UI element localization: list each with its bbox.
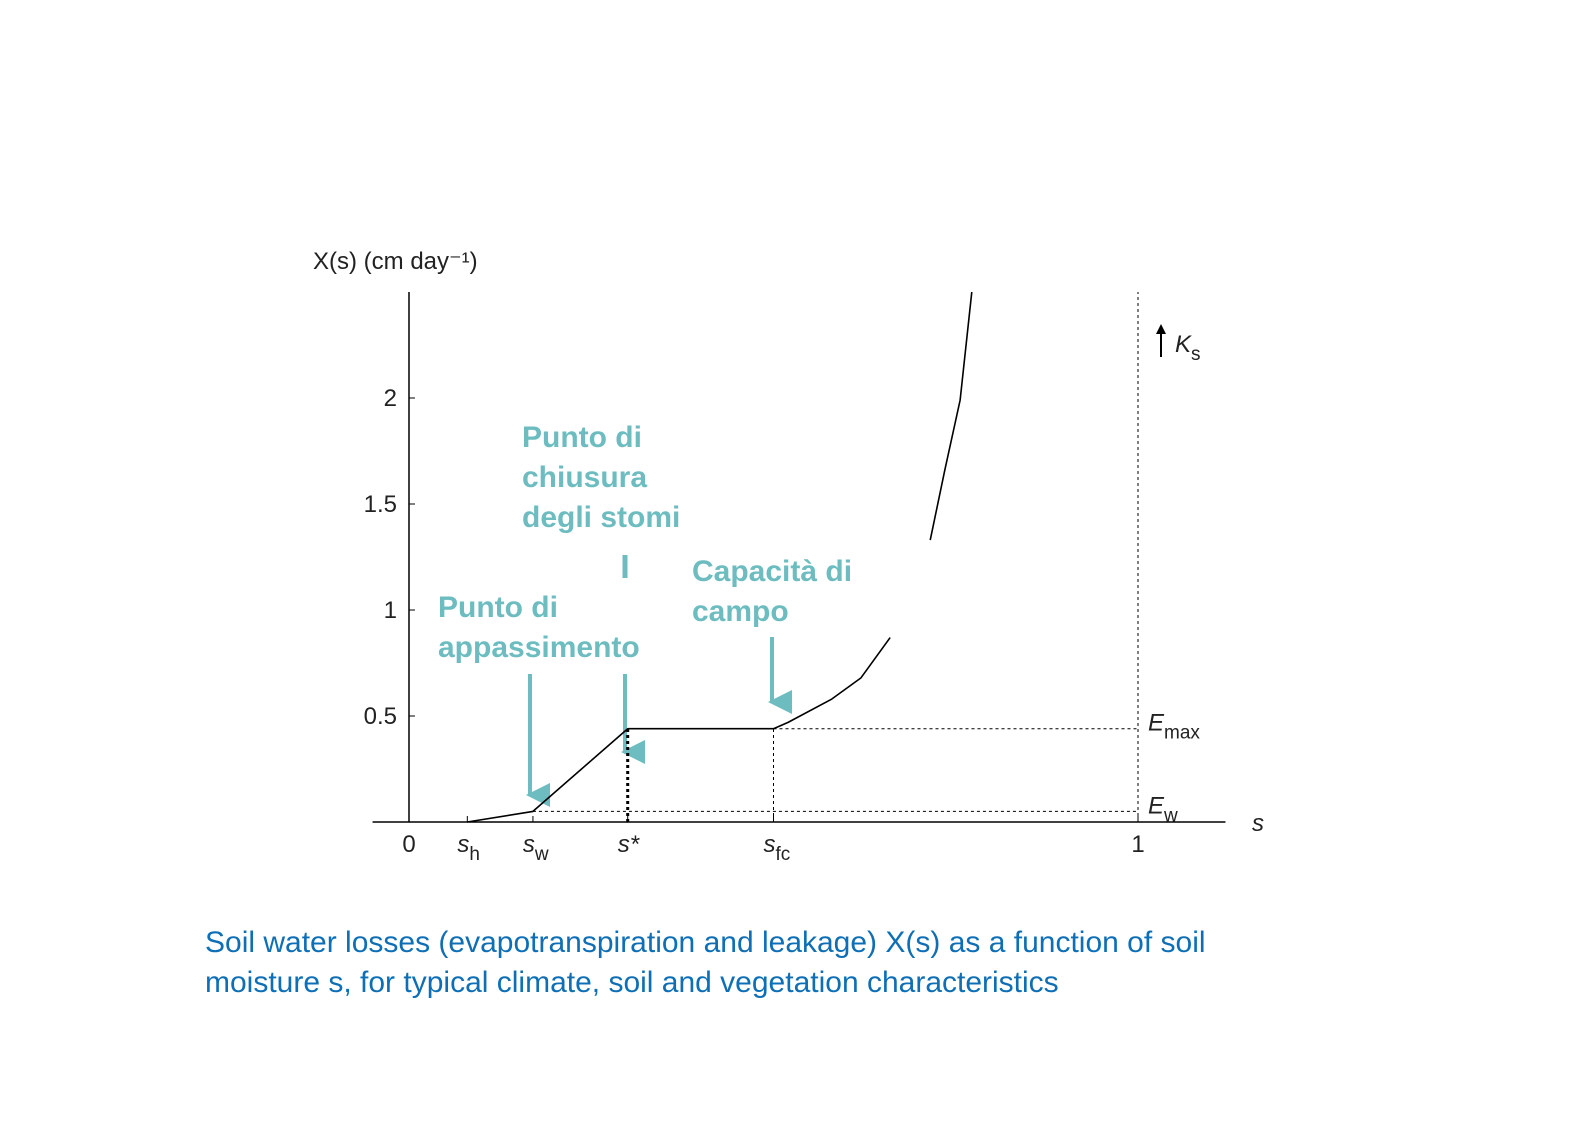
label: s* — [618, 831, 640, 858]
label-subscript: w — [534, 844, 549, 865]
x-axis-label: s — [1252, 810, 1264, 837]
y-axis-label: X(s) (cm day⁻¹) — [313, 248, 478, 275]
label: Ks — [1175, 331, 1201, 365]
data-line — [467, 291, 973, 823]
annotation: Punto di chiusura degli stomi — [522, 421, 680, 534]
label-text: E — [1148, 792, 1165, 819]
y-tick-label: 1.5 — [364, 491, 397, 518]
y-tick-label: 0.5 — [364, 703, 397, 730]
label-subscript: fc — [776, 844, 791, 865]
annotation: Capacità di campo — [692, 555, 852, 628]
label-text: E — [1148, 710, 1165, 737]
label-text: s* — [618, 831, 640, 858]
label-text: s — [523, 831, 535, 858]
label-subscript: max — [1164, 723, 1200, 744]
label-text: K — [1175, 331, 1192, 358]
x-tick-label: 0 — [402, 831, 415, 858]
y-tick-label: 2 — [384, 385, 397, 412]
caption: Soil water losses (evapotranspiration an… — [205, 926, 1206, 999]
ks-arrowhead — [1156, 324, 1166, 334]
label-subscript: s — [1191, 344, 1201, 365]
y-tick-label: 1 — [384, 597, 397, 624]
x-tick-label: 1 — [1131, 831, 1144, 858]
label-text: s — [764, 831, 776, 858]
annotation: Punto di appassimento — [438, 591, 640, 664]
label-subscript: w — [1163, 805, 1178, 826]
label: Ew — [1148, 792, 1178, 826]
label: sw — [523, 831, 549, 865]
label: Emax — [1148, 710, 1200, 744]
label: sh — [457, 831, 480, 865]
label: sfc — [764, 831, 791, 865]
label-subscript: h — [469, 844, 480, 865]
label-text: s — [457, 831, 469, 858]
